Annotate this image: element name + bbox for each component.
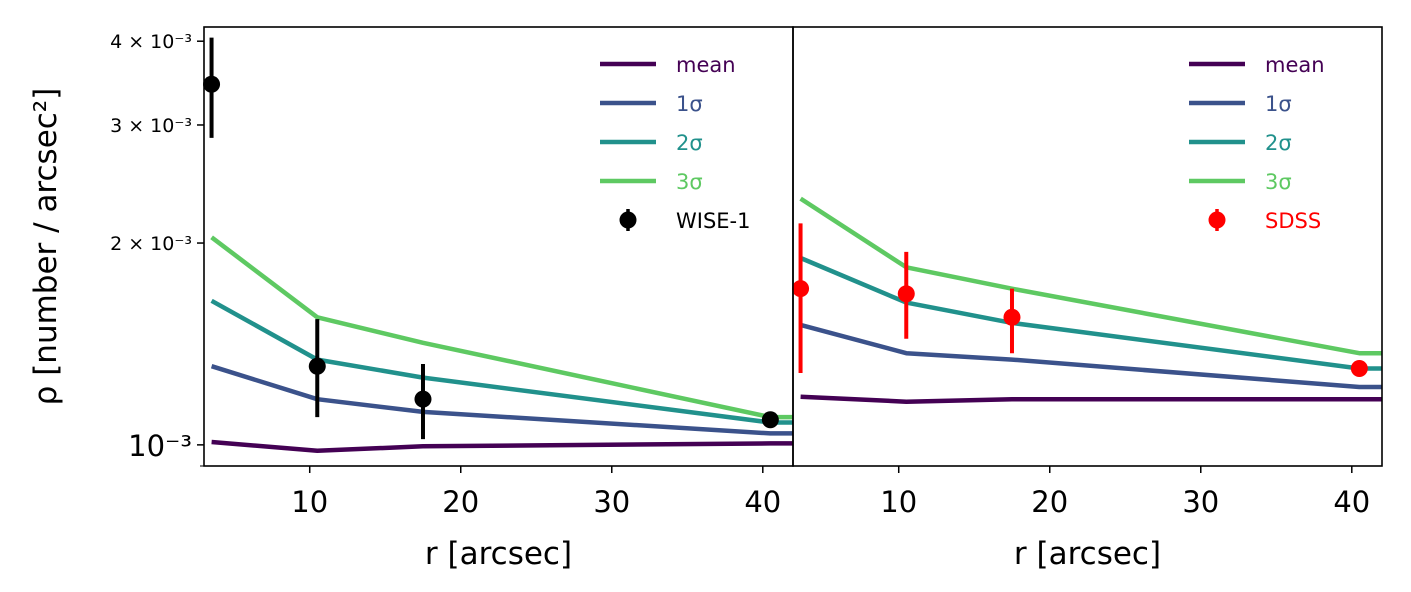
legend-label: WISE-1	[676, 209, 751, 233]
x-tick-label: 40	[1333, 485, 1370, 519]
axes-frame-left	[203, 26, 794, 467]
legend-label: 1σ	[676, 92, 703, 116]
x-tick-label: 30	[593, 485, 630, 519]
x-tick-label: 20	[442, 485, 479, 519]
y-axis-label: ρ [number / arcsec²]	[28, 88, 64, 406]
y-tick-label: 2 × 10⁻³	[110, 233, 192, 255]
legend-label: mean	[676, 53, 736, 77]
series-line-left-1sigma	[210, 364, 793, 436]
x-tick-label: 30	[1182, 485, 1219, 519]
data-point	[203, 75, 221, 93]
axes-frame-right	[792, 26, 1383, 467]
series-line-right-1sigma	[800, 322, 1382, 390]
legend-marker-icon	[619, 211, 637, 229]
data-point	[761, 411, 779, 429]
data-point	[1003, 308, 1021, 326]
data-point	[792, 280, 810, 298]
legend-label: 1σ	[1265, 92, 1292, 116]
series-line-left-3sigma	[210, 235, 793, 420]
x-tick-label: 10	[880, 485, 917, 519]
legend-marker-icon	[1208, 211, 1226, 229]
legend-label: 3σ	[676, 170, 703, 194]
y-tick-label: 3 × 10⁻³	[110, 115, 192, 137]
panel-left	[203, 37, 793, 454]
legend-label: 3σ	[1265, 170, 1292, 194]
data-point	[897, 285, 915, 303]
data-point	[308, 357, 326, 375]
series-line-right-2sigma	[799, 255, 1382, 371]
y-tick-label: 4 × 10⁻³	[110, 31, 192, 53]
series-line-right-mean	[800, 394, 1382, 404]
x-tick-label: 10	[291, 485, 328, 519]
x-tick-label: 20	[1031, 485, 1068, 519]
data-point	[414, 390, 432, 408]
legend-label: 2σ	[1265, 131, 1292, 155]
y-tick-label: 10⁻³	[128, 429, 192, 463]
panel-right	[792, 196, 1382, 404]
legend-label: 2σ	[676, 131, 703, 155]
legend-label: mean	[1265, 53, 1325, 77]
x-axis-label: r [arcsec]	[1014, 536, 1161, 572]
data-point	[1350, 359, 1368, 377]
x-axis-label: r [arcsec]	[425, 536, 572, 572]
x-tick-label: 40	[744, 485, 781, 519]
series-line-left-mean	[211, 439, 793, 454]
legend-label: SDSS	[1265, 209, 1321, 233]
